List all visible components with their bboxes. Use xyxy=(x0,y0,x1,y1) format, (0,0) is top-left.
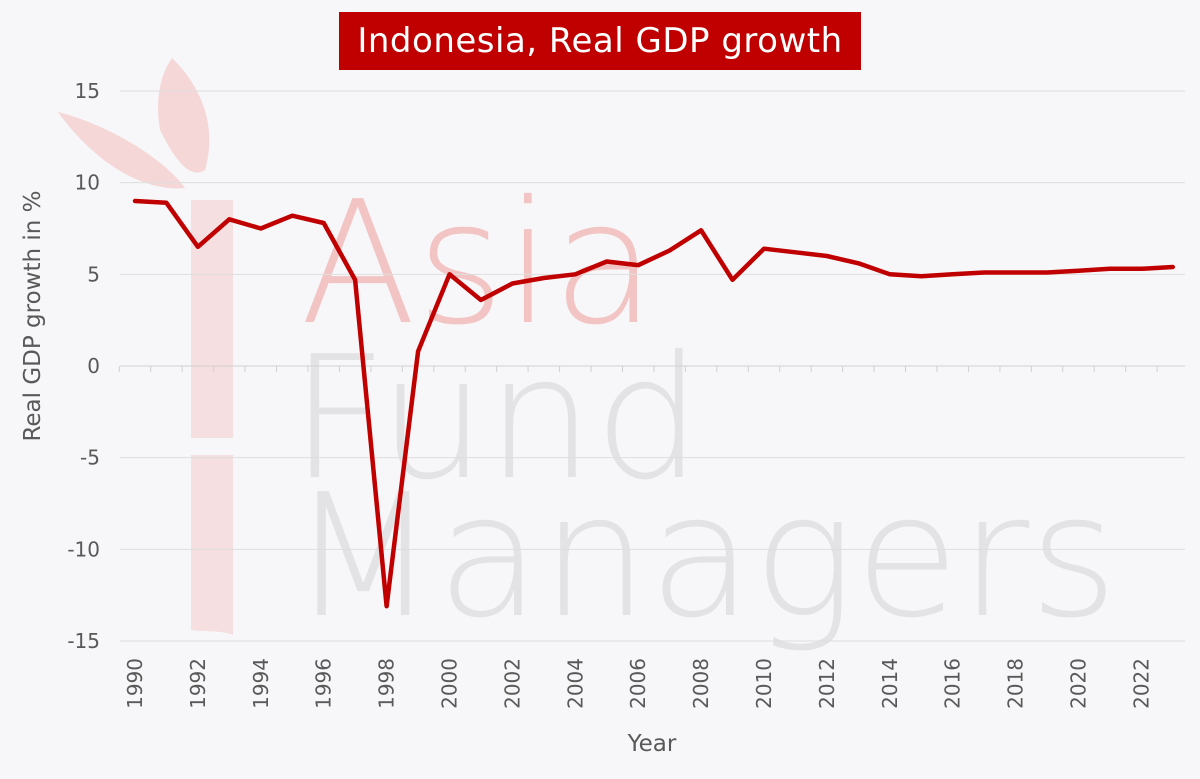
x-tick-label: 2018 xyxy=(1004,658,1028,709)
x-tick-label: 2016 xyxy=(941,658,965,709)
watermark-logo-graphic xyxy=(58,58,233,635)
axis-ticks: 15 10 5 0 -5 -10 -15 1990 1992 1994 1996 1998 2000 20… xyxy=(67,79,1153,709)
series-layer xyxy=(132,198,1176,609)
y-axis-title: Real GDP growth in % xyxy=(20,190,46,441)
y-tick-label: 10 xyxy=(75,171,100,195)
y-tick-label: 5 xyxy=(87,262,100,286)
watermark-text-managers: Managers xyxy=(290,458,1118,656)
y-tick-label: -10 xyxy=(67,537,100,561)
y-tick-label: -15 xyxy=(67,629,100,653)
watermark-text-fund: Fund xyxy=(290,320,702,518)
x-tick-label: 1998 xyxy=(375,658,399,709)
x-tick-label: 1996 xyxy=(312,658,336,709)
x-tick-label: 2020 xyxy=(1067,658,1091,709)
x-tick-label: 1994 xyxy=(249,658,273,709)
gridlines xyxy=(118,90,1185,642)
x-axis-title: Year xyxy=(627,731,677,757)
y-tick-label: -5 xyxy=(80,446,100,470)
x-tick-label: 2002 xyxy=(500,658,524,709)
x-tick-label: 2022 xyxy=(1129,658,1153,709)
x-tick-label: 1990 xyxy=(123,658,147,709)
x-tick-label: 2014 xyxy=(878,658,902,709)
y-tick-label: 15 xyxy=(75,79,100,103)
chart-title: Indonesia, Real GDP growth xyxy=(339,12,861,70)
x-tick-label: 2004 xyxy=(563,658,587,709)
x-tick-label: 2006 xyxy=(626,658,650,709)
x-tick-label: 2010 xyxy=(752,658,776,709)
x-tick-label: 2012 xyxy=(815,658,839,709)
series-line-gdp-growth xyxy=(132,198,1176,609)
x-tick-label: 2000 xyxy=(438,658,462,709)
x-tick-label: 1992 xyxy=(186,658,210,709)
y-tick-label: 0 xyxy=(87,354,100,378)
x-tick-label: 2008 xyxy=(689,658,713,709)
